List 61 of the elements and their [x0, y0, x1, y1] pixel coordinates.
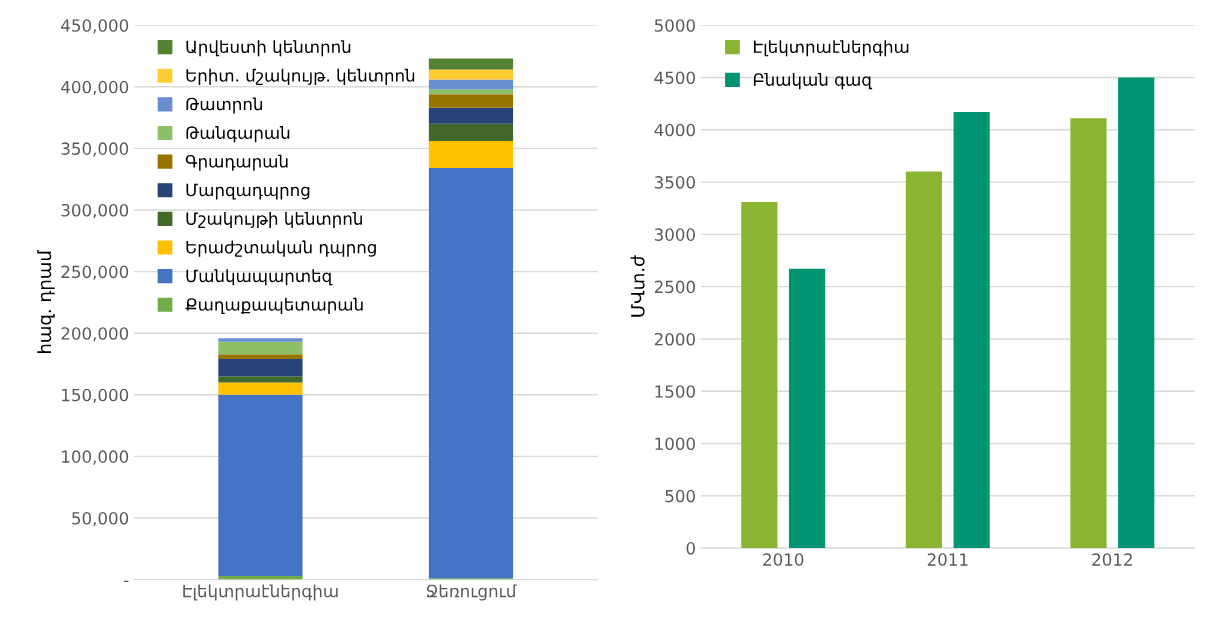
bar — [428, 107, 514, 124]
y-tick-label: 150,000 — [62, 388, 129, 404]
bar — [218, 376, 303, 383]
bar — [788, 268, 826, 549]
y-tick-label: 3000 — [654, 228, 695, 241]
y-tick-label: 200,000 — [61, 327, 129, 342]
legend-label: Մշակույթի կենտրոն — [186, 211, 362, 229]
bar — [218, 354, 303, 360]
bar — [428, 123, 514, 142]
x-tick-label: 2010 — [763, 553, 804, 566]
y-tick-label: 350,000 — [61, 142, 129, 157]
y-tick-label: 0 — [686, 542, 695, 555]
bar — [1070, 118, 1107, 549]
y-tick-label: 2500 — [654, 280, 695, 294]
bar — [428, 58, 514, 70]
y-tick-label: 2000 — [654, 332, 695, 346]
y-tick-label: 1500 — [655, 385, 695, 398]
legend-label: Բնական գազ — [753, 73, 873, 90]
legend-label: Թատրոն — [186, 97, 262, 114]
bar — [428, 89, 514, 95]
x-tick-label: 2012 — [1092, 553, 1132, 566]
bar — [218, 382, 303, 395]
legend-label: Գրադարան — [185, 154, 288, 171]
bar — [905, 171, 943, 549]
legend-label: Մարզադպրոց — [186, 183, 310, 200]
y-tick-label: 500 — [665, 489, 695, 503]
legend-label: Երիտ. մշակույթ. կենտրոն — [186, 68, 415, 85]
y-tick-label: 400,000 — [61, 80, 129, 96]
bar — [741, 201, 778, 549]
bar — [218, 338, 303, 342]
y-tick-label: 4500 — [654, 71, 695, 85]
y-tick-label: 450,000 — [61, 19, 129, 34]
bar — [218, 359, 303, 377]
bar — [953, 112, 990, 549]
legend-label: Երաժշտական դպրոց — [186, 240, 376, 257]
y-tick-label: 100,000 — [62, 450, 129, 465]
legend-label: Թանգարան — [186, 126, 290, 143]
y-tick-label: 3500 — [654, 176, 695, 189]
y-tick-label: 250,000 — [61, 265, 129, 280]
y-tick-label: 300,000 — [61, 203, 129, 219]
legend-label: Էլեկտրաէներգիա — [754, 40, 909, 57]
y-tick-label: 1000 — [655, 437, 695, 451]
bar — [218, 394, 303, 576]
y-axis-title: հազ. դրամ — [37, 249, 55, 353]
y-axis-title: ՄՎտ.ժ — [630, 255, 645, 317]
legend-label: Մանկապարտեզ — [186, 269, 333, 286]
bar — [428, 79, 514, 90]
y-tick-label: 50,000 — [72, 511, 129, 527]
x-tick-label: Ջեռուցում — [426, 584, 517, 601]
y-tick-label: 5000 — [654, 19, 695, 32]
bar — [428, 69, 514, 80]
bar — [428, 168, 514, 579]
bar — [428, 141, 514, 169]
bar — [218, 341, 303, 355]
x-tick-label: 2011 — [927, 553, 968, 566]
legend-label: Քաղաքապետարան — [185, 297, 363, 314]
y-tick-label: 4000 — [654, 123, 695, 137]
bar — [428, 94, 514, 108]
legend-label: Արվեստի կենտրոն — [186, 40, 351, 57]
y-tick-label: - — [124, 580, 129, 583]
bar — [1118, 77, 1155, 549]
